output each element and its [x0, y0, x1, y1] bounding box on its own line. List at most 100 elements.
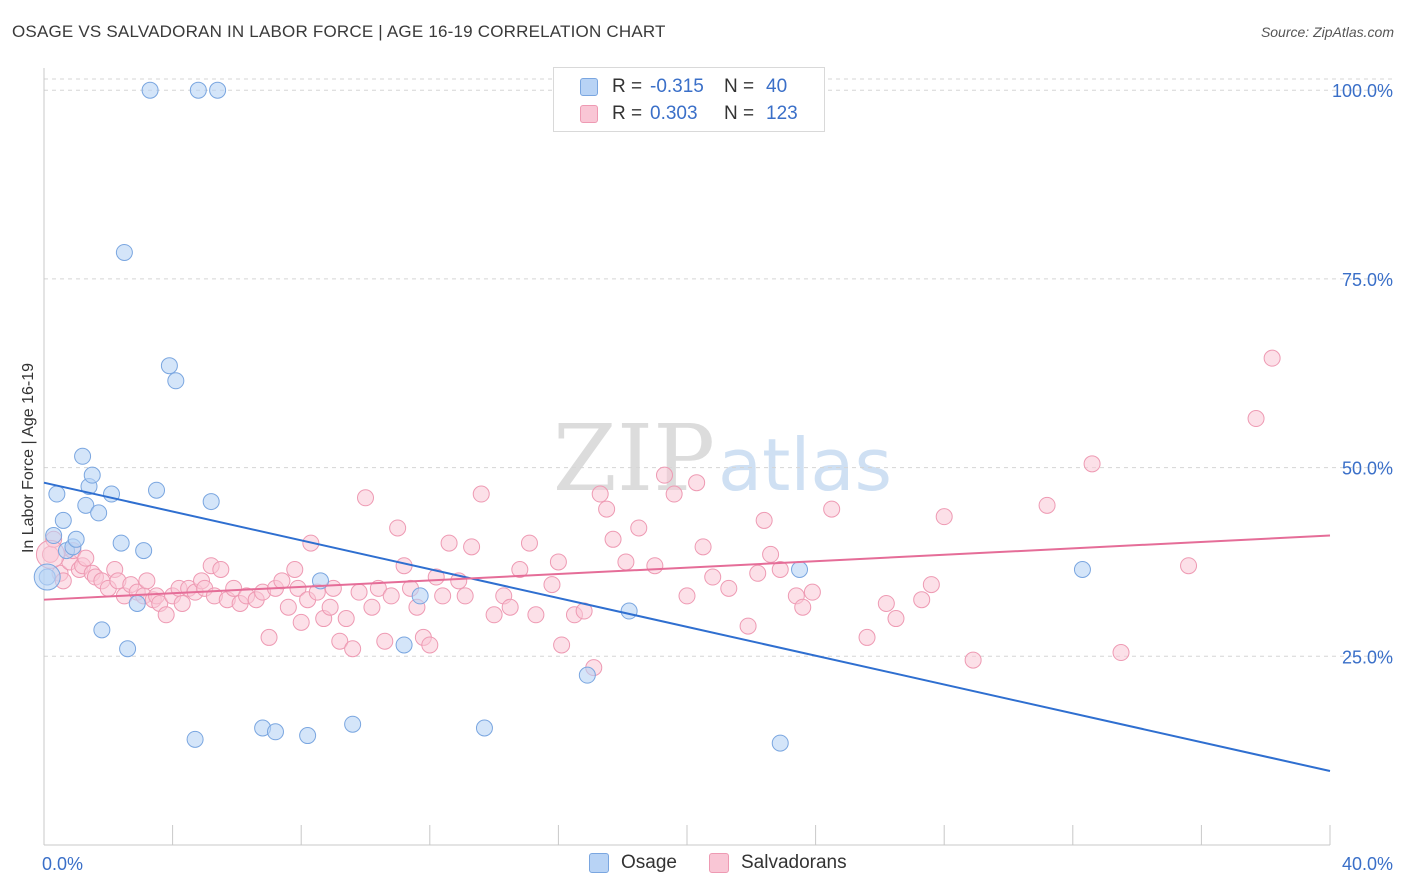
osage-point: [167, 372, 185, 390]
salvadorans-point: [1083, 455, 1101, 473]
salvadorans-point: [694, 538, 712, 556]
salvadorans-point: [389, 519, 407, 537]
salvadorans-point: [678, 587, 696, 605]
osage-point: [90, 504, 108, 522]
watermark-zip: ZIP: [553, 405, 715, 512]
osage-point: [115, 243, 133, 261]
salvadorans-point: [755, 511, 773, 529]
osage-points: [33, 81, 1091, 752]
salvadorans-point: [771, 560, 789, 578]
osage-point: [411, 587, 429, 605]
source-credit: Source: ZipAtlas.com: [1260, 24, 1394, 40]
salvadorans-point: [501, 598, 519, 616]
salvadorans-point: [553, 636, 571, 654]
n-label: N =: [724, 103, 755, 124]
salvadorans-point: [1038, 496, 1056, 514]
r-value: -0.315: [650, 76, 704, 97]
salvadorans-point: [363, 598, 381, 616]
osage-point: [344, 715, 362, 733]
osage-point: [128, 594, 146, 612]
osage-point: [160, 357, 178, 375]
osage-swatch: [589, 853, 609, 873]
salvadorans-point: [321, 598, 339, 616]
salvadorans-point: [421, 636, 439, 654]
salvadorans-swatch: [709, 853, 729, 873]
salvadorans-point: [260, 628, 278, 646]
salvadorans-point: [935, 508, 953, 526]
salvadorans-point: [964, 651, 982, 669]
osage-point: [771, 734, 789, 752]
osage-point: [209, 81, 227, 99]
legend-row-osage: R = -0.315 N = 40: [580, 74, 787, 100]
salvadorans-point: [369, 579, 387, 597]
osage-point: [395, 636, 413, 654]
salvadorans-point: [350, 583, 368, 601]
trend-lines: [43, 481, 1331, 773]
salvadorans-point: [646, 557, 664, 575]
x-tick-label-max: 40.0%: [1342, 854, 1393, 874]
osage-point: [67, 530, 85, 548]
osage-point: [791, 560, 809, 578]
osage-point: [148, 481, 166, 499]
salvadorans-point: [520, 534, 538, 552]
salvadorans-point: [212, 560, 230, 578]
osage-point: [578, 666, 596, 684]
r-label: R =: [612, 76, 643, 97]
salvadorans-point: [1180, 557, 1198, 575]
x-tick-label-min: 0.0%: [42, 854, 83, 874]
osage-point-large: [33, 563, 61, 591]
osage-point: [620, 602, 638, 620]
osage-point: [1073, 560, 1091, 578]
legend-label-osage: Osage: [621, 852, 677, 873]
salvadorans-point: [591, 485, 609, 503]
watermark: ZIP atlas: [553, 405, 892, 512]
salvadorans-point: [344, 640, 362, 658]
salvadorans-point: [665, 485, 683, 503]
osage-point: [112, 534, 130, 552]
osage-point: [266, 723, 284, 741]
salvadorans-point: [440, 534, 458, 552]
salvadorans-point: [511, 560, 529, 578]
salvadorans-point: [357, 489, 374, 507]
y-tick-label: 100.0%: [1332, 81, 1393, 101]
salvadorans-point: [337, 610, 355, 628]
legend-item-osage[interactable]: Osage: [589, 852, 677, 874]
salvadorans-point: [549, 553, 567, 571]
osage-point: [475, 719, 493, 737]
salvadorans-point: [922, 576, 940, 594]
osage-point: [74, 447, 92, 465]
r-label: R =: [612, 103, 643, 124]
salvadorans-point: [77, 549, 95, 567]
salvadorans-point: [858, 628, 876, 646]
r-value: 0.303: [650, 103, 698, 124]
salvadorans-point: [225, 579, 243, 597]
salvadorans-point: [173, 594, 191, 612]
salvadorans-point: [604, 530, 622, 548]
salvadorans-point: [794, 598, 812, 616]
salvadorans-point: [749, 564, 767, 582]
y-tick-label: 75.0%: [1342, 270, 1393, 290]
legend-label-salvadorans: Salvadorans: [741, 852, 847, 873]
osage-point: [189, 81, 207, 99]
osage-point: [77, 496, 95, 514]
salvadorans-point: [720, 579, 738, 597]
y-axis-title: In Labor Force | Age 16-19: [20, 363, 37, 553]
salvadorans-point: [395, 557, 413, 575]
osage-point: [299, 727, 317, 745]
salvadorans-point: [292, 613, 310, 631]
osage-point: [93, 621, 111, 639]
salvadorans-point: [1263, 349, 1281, 367]
osage-point: [202, 493, 220, 511]
salvadorans-point: [913, 591, 931, 609]
salvadorans-point: [739, 617, 757, 635]
legend-item-salvadorans[interactable]: Salvadorans: [709, 852, 847, 874]
salvadorans-point: [887, 610, 905, 628]
osage-point: [83, 466, 101, 484]
series-legend: Osage Salvadorans: [0, 852, 1406, 878]
salvadorans-point: [630, 519, 648, 537]
salvadorans-points: [35, 349, 1281, 677]
salvadorans-point: [157, 606, 175, 624]
salvadorans-point: [472, 485, 490, 503]
n-label: N =: [724, 76, 755, 97]
